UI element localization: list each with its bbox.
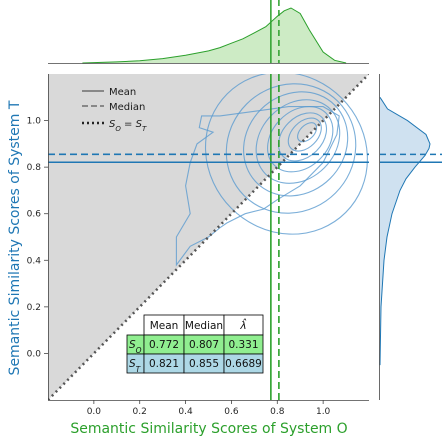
x-tick-label: 1.0 [316, 407, 331, 417]
x-tick-label: 0.8 [270, 407, 285, 417]
table-header-mean: Mean [150, 320, 179, 332]
kde-contour-level-1 [204, 74, 368, 235]
y-tick-label: 0.8 [27, 163, 42, 173]
y-tick-label: 0.0 [27, 349, 42, 359]
top-marginal-panel [82, 0, 347, 64]
kde-contour-level-5 [267, 106, 334, 173]
x-axis-title: Semantic Similarity Scores of System O [70, 421, 347, 437]
stats-table: Mean Median λ̂ SO 0.772 0.807 0.331 ST 0… [126, 314, 264, 374]
table-row-t-lambda-cell [223, 353, 264, 374]
x-tick-label: 0.4 [178, 407, 193, 417]
legend: Mean Median SO = ST [82, 87, 147, 133]
table-row-o-label: SO [129, 339, 142, 355]
identity-line [48, 74, 369, 400]
y-tick-label: 1.0 [27, 117, 42, 127]
table-row-o-mean: 0.772 [149, 339, 179, 351]
table-header-lambda: λ̂ [239, 318, 247, 332]
y-tick-label: 0.6 [27, 210, 42, 220]
kde-y-curve [379, 97, 431, 366]
x-tick-label: 0.6 [224, 407, 239, 417]
y-ticks: 0.0 0.2 0.4 0.6 0.8 1.0 [27, 117, 48, 359]
kde-contour-level-3 [243, 91, 349, 197]
right-marginal-panel [379, 97, 442, 366]
table-row-t-median: 0.855 [189, 358, 219, 370]
table-row-t-label: ST [129, 358, 142, 374]
main-plot-panel [48, 74, 369, 400]
legend-mean-label: Mean [109, 87, 136, 98]
table-header-median: Median [185, 320, 223, 332]
kde-x-fill [82, 8, 347, 63]
table-row-o-lambda: 0.331 [228, 339, 258, 351]
table-row-o-median: 0.807 [189, 339, 219, 351]
kde-contour-level-6 [277, 112, 328, 162]
x-tick-label: 0.0 [87, 407, 102, 417]
y-axis-title: Semantic Similarity Scores of System T [7, 100, 23, 375]
legend-identity-label: SO = ST [109, 119, 147, 133]
x-ticks: 0.0 0.2 0.4 0.6 0.8 1.0 [87, 400, 331, 417]
table-row-t-lambda: 0.6689 [225, 358, 262, 370]
kde-x-curve [82, 7, 347, 64]
kde-contour-level-2 [225, 83, 357, 214]
table-row-t-mean: 0.821 [149, 358, 179, 370]
x-tick-label: 0.2 [133, 407, 147, 417]
y-tick-label: 0.2 [27, 303, 41, 313]
kde-contour-level-8 [297, 122, 318, 143]
kde-y-fill [380, 97, 430, 366]
kde-contour-level-7 [287, 117, 322, 152]
y-tick-label: 0.4 [27, 256, 42, 266]
legend-median-label: Median [109, 102, 145, 113]
